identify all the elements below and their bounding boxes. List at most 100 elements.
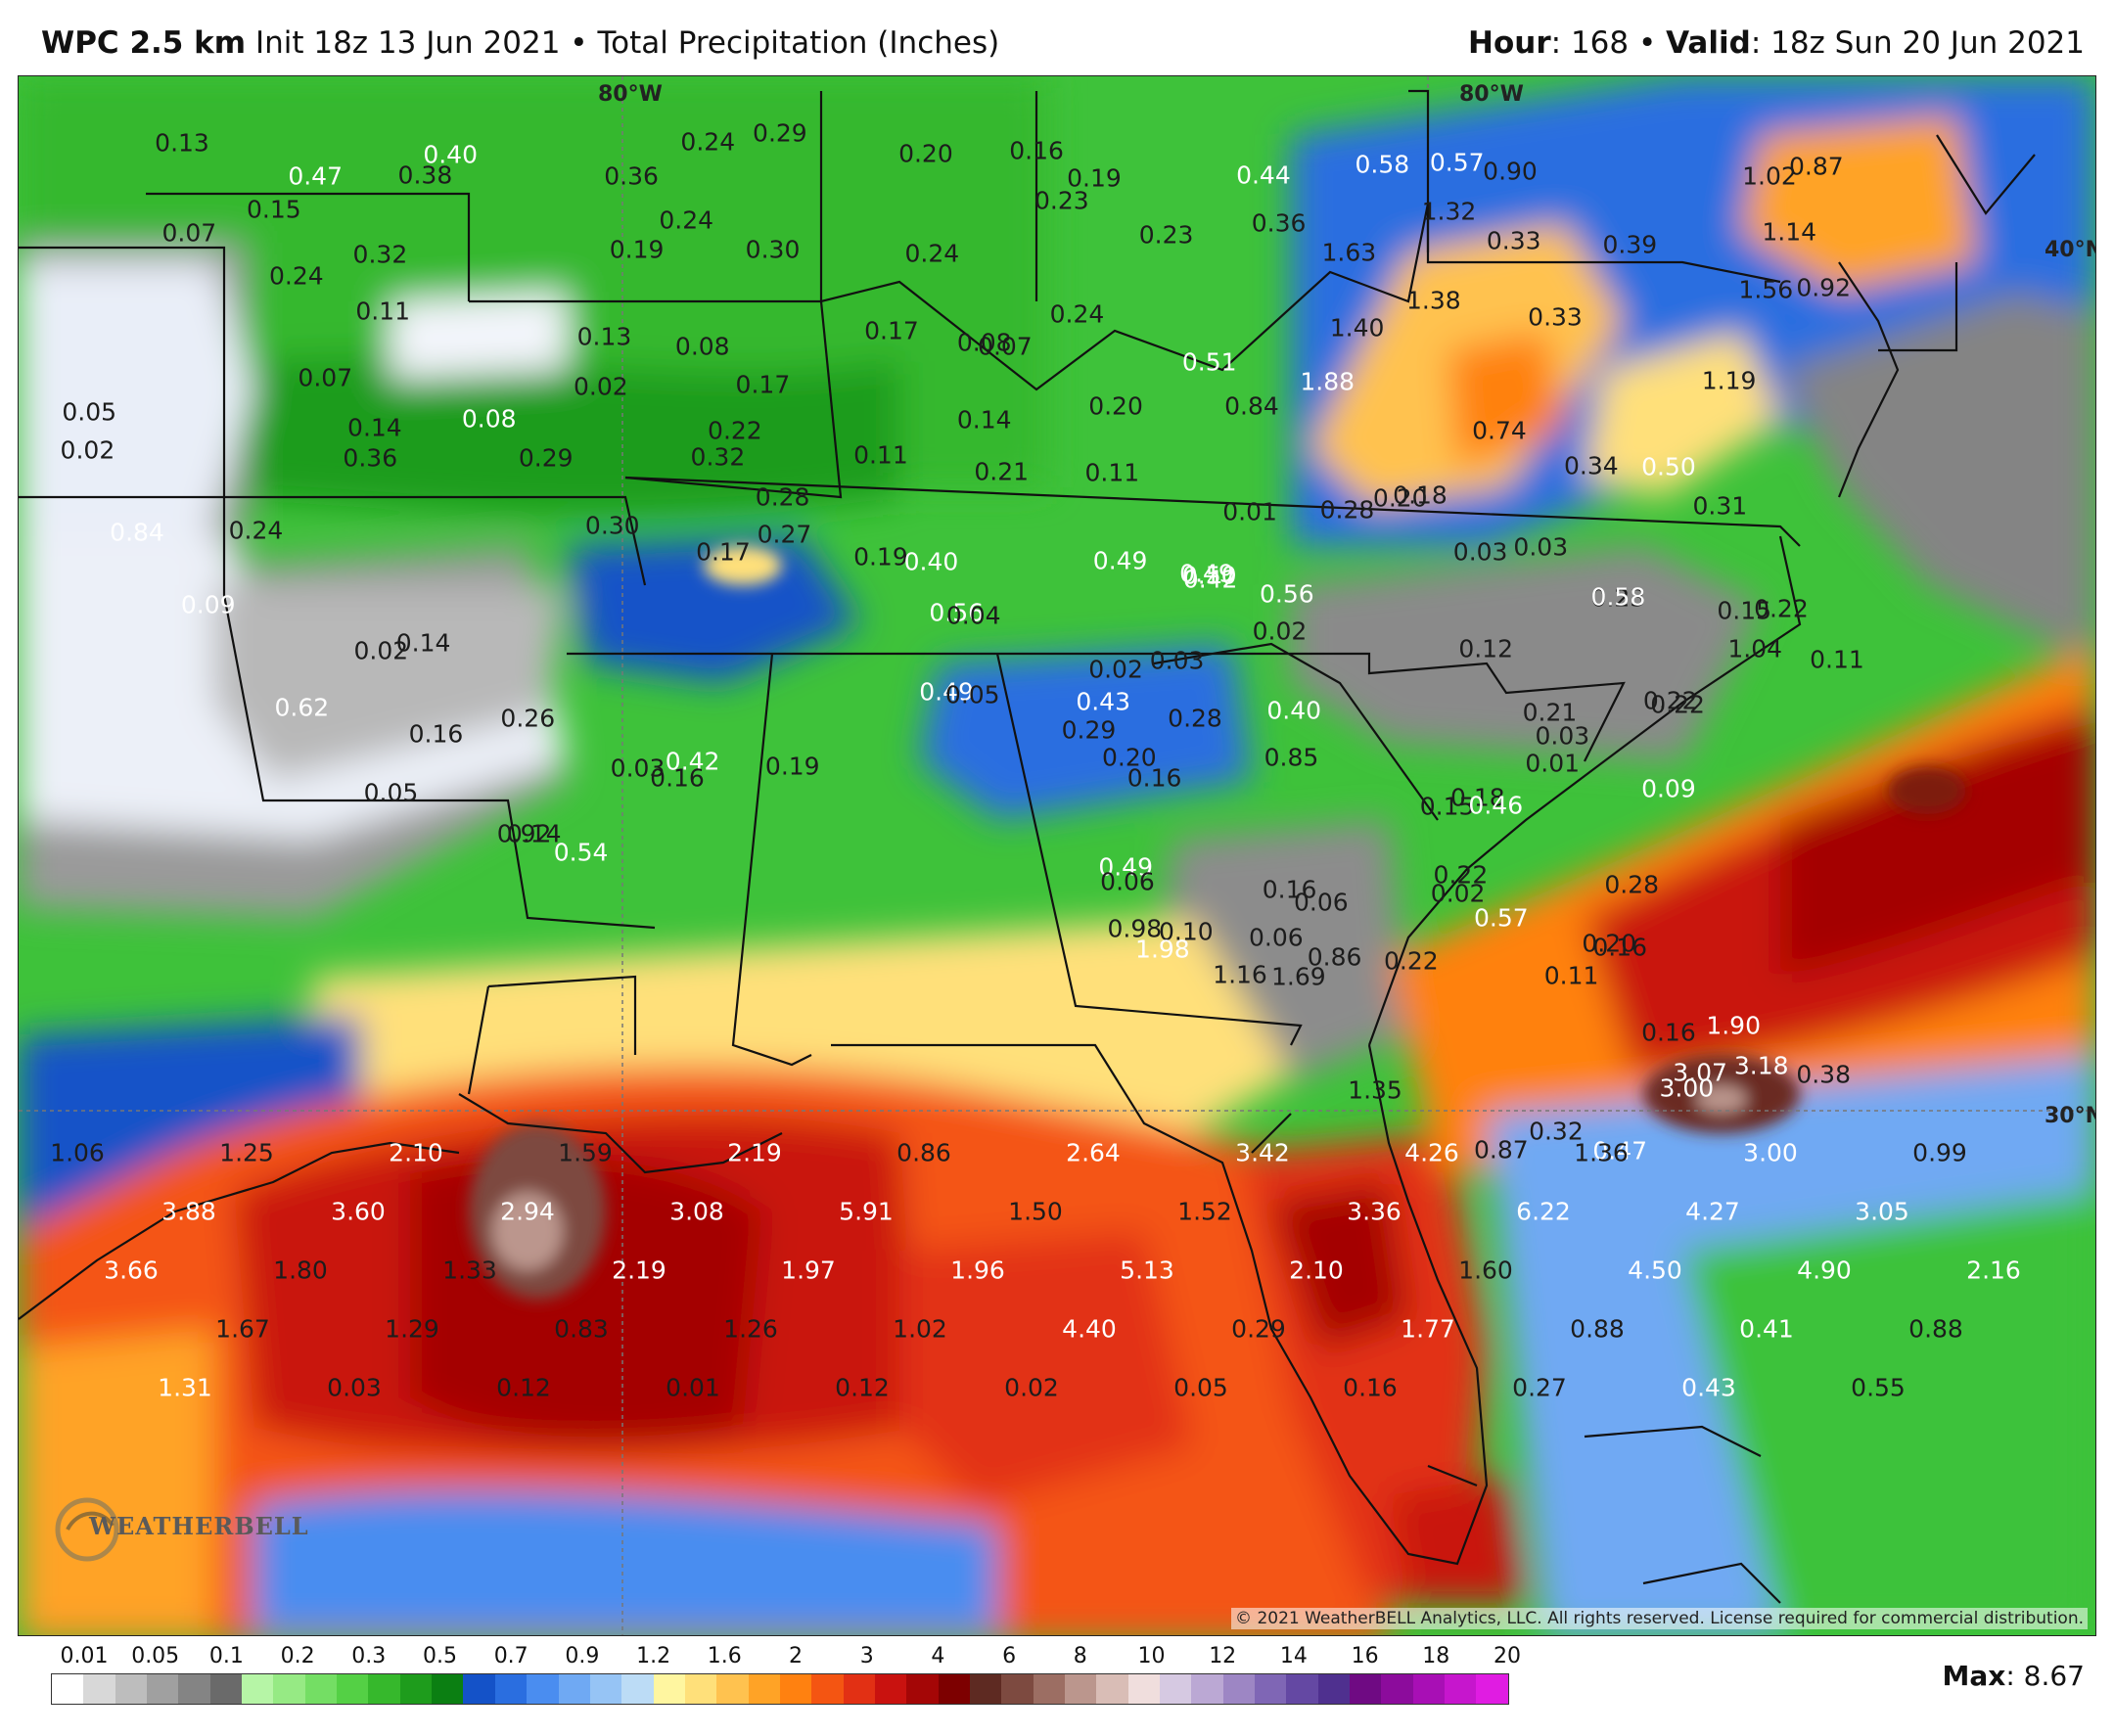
legend-color-swatch	[779, 1674, 812, 1704]
precip-value-label: 0.88	[1570, 1314, 1625, 1344]
precip-value-label: 1.06	[50, 1138, 105, 1167]
legend-color-swatch	[209, 1674, 243, 1704]
precip-value-label: 0.18	[1393, 480, 1448, 510]
precip-value-label: 0.22	[1383, 946, 1439, 976]
precip-value-label: 0.06	[1248, 923, 1304, 952]
precip-value-label: 0.99	[1912, 1138, 1967, 1167]
precip-value-label: 0.27	[757, 520, 812, 549]
precip-value-label: 0.47	[288, 161, 343, 191]
precip-value-label: 1.98	[1135, 935, 1190, 964]
legend-color-swatch	[938, 1674, 970, 1704]
legend-color-swatch	[1033, 1674, 1065, 1704]
precip-value-label: 0.86	[1307, 942, 1362, 972]
precip-value-label: 0.22	[1642, 686, 1698, 715]
legend-color-swatch	[874, 1674, 907, 1704]
precip-value-label: 0.85	[1264, 743, 1319, 772]
precip-value-label: 3.60	[331, 1197, 386, 1226]
legend-color-swatch	[147, 1674, 179, 1704]
precip-value-label: 0.08	[461, 404, 517, 434]
legend-tick-label: 0.2	[280, 1644, 315, 1668]
precip-value-label: 0.14	[506, 819, 562, 848]
legend-color-swatch	[337, 1674, 369, 1704]
precip-value-label: 3.08	[669, 1197, 724, 1226]
legend-tick-label: 2	[789, 1644, 803, 1668]
precip-value-label: 0.02	[573, 372, 628, 401]
precip-value-label: 0.20	[898, 139, 953, 168]
precip-value-label: 0.02	[353, 636, 409, 665]
precip-value-label: 1.19	[1701, 366, 1757, 395]
precip-value-label: 3.00	[1743, 1138, 1798, 1167]
legend-color-swatch	[716, 1674, 749, 1704]
precip-value-label: 0.28	[755, 482, 810, 512]
legend-color-swatch	[1381, 1674, 1413, 1704]
title-separator: •	[570, 25, 588, 61]
precip-value-label: 0.74	[1472, 416, 1527, 445]
legend-color-swatch	[1255, 1674, 1287, 1704]
precip-value-label: 4.40	[1062, 1314, 1117, 1344]
precip-value-label: 0.16	[1009, 136, 1064, 165]
max-label: Max	[1942, 1660, 2006, 1692]
precip-value-label: 0.26	[500, 704, 556, 733]
precip-value-label: 1.02	[1742, 161, 1797, 191]
precip-value-label: 0.20	[1582, 929, 1637, 958]
precip-value-label: 0.55	[1851, 1373, 1906, 1402]
precip-value-label: 1.50	[1008, 1197, 1063, 1226]
precip-value-label: 0.18	[1450, 783, 1505, 812]
precip-value-label: 0.20	[1372, 483, 1428, 513]
max-value: Max: 8.67	[1942, 1660, 2085, 1692]
precip-value-label: 0.21	[1522, 698, 1578, 727]
precip-value-label: 0.16	[408, 719, 464, 749]
precip-value-label: 0.03	[1513, 532, 1569, 562]
precip-value-label: 0.17	[864, 316, 919, 345]
precip-value-label: 2.64	[1066, 1138, 1121, 1167]
precip-value-label: 1.56	[1738, 275, 1794, 304]
init-time: Init 18z 13 Jun 2021	[254, 25, 561, 61]
lat-label-40n: 40°N	[2045, 238, 2095, 262]
precip-value-label: 0.06	[1100, 867, 1155, 896]
precip-value-label: 1.14	[1762, 217, 1817, 247]
precip-value-label: 0.22	[1754, 594, 1809, 623]
precip-value-label: 0.19	[764, 752, 820, 781]
precip-value-label: 0.13	[155, 128, 209, 158]
hour-label: Hour	[1468, 25, 1551, 61]
lon-label-80w-left: 80°W	[598, 82, 663, 107]
precip-value-label: 2.16	[1966, 1256, 2021, 1285]
precip-value-label: 0.03	[1149, 646, 1205, 675]
legend-color-swatch	[1476, 1674, 1508, 1704]
legend-tick-label: 6	[1002, 1644, 1017, 1668]
precip-value-label: 0.28	[1319, 495, 1375, 525]
legend-color-swatch	[589, 1674, 622, 1704]
precip-value-label: 0.12	[835, 1373, 890, 1402]
precip-value-label: 1.29	[385, 1314, 439, 1344]
legend-tick-label: 14	[1279, 1644, 1308, 1668]
precip-value-label: 1.96	[950, 1256, 1005, 1285]
precip-value-label: 0.02	[1252, 617, 1308, 646]
valid-time-header: Hour: 168 • Valid: 18z Sun 20 Jun 2021	[1468, 25, 2085, 61]
precip-value-label: 1.63	[1321, 238, 1377, 267]
legend-tick-label: 0.1	[208, 1644, 244, 1668]
precip-value-label: 0.16	[1592, 933, 1648, 962]
precip-value-label: 0.11	[1084, 458, 1140, 487]
precip-value-label: 0.34	[1563, 451, 1619, 480]
precip-value-label: 0.54	[553, 838, 609, 867]
precip-value-label: 0.23	[1138, 220, 1194, 250]
precip-value-label: 0.11	[1543, 961, 1599, 990]
precip-value-label: 3.42	[1235, 1138, 1290, 1167]
precip-value-label: 0.16	[1343, 1373, 1398, 1402]
precip-value-label: 0.16	[1262, 875, 1317, 904]
precip-value-label: 0.27	[1512, 1373, 1567, 1402]
precip-value-label: 1.60	[1458, 1256, 1513, 1285]
precip-value-label: 0.19	[853, 542, 908, 571]
precip-value-label: 1.97	[781, 1256, 836, 1285]
precip-value-label: 1.25	[219, 1138, 274, 1167]
precip-value-label: 0.36	[604, 161, 659, 191]
precip-value-label: 1.40	[1329, 313, 1385, 343]
precip-value-label: 0.36	[343, 443, 398, 473]
precip-value-label: 0.49	[919, 677, 974, 707]
legend-tick-label: 20	[1494, 1644, 1521, 1668]
legend-tick-label: 4	[931, 1644, 945, 1668]
precip-value-label: 2.94	[500, 1197, 555, 1226]
precip-value-label: 0.31	[1692, 491, 1748, 521]
precip-value-label: 0.05	[944, 680, 1000, 709]
logo-swirl-icon	[55, 1497, 119, 1562]
